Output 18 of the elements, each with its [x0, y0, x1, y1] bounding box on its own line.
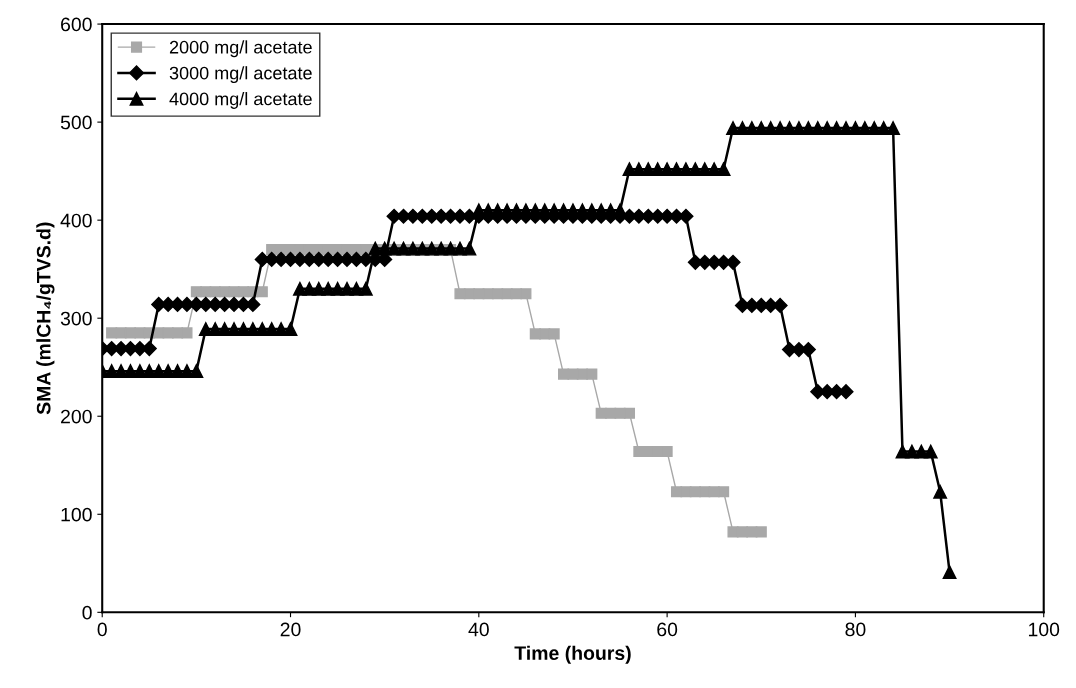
x-tick-label: 80: [845, 622, 866, 637]
y-tick-label: 400: [60, 213, 92, 228]
y-axis-title: SMA (mlCH₄/gTVS.d): [36, 222, 55, 415]
x-tick-label: 100: [1028, 622, 1060, 637]
legend-label: 4000 mg/l acetate: [169, 92, 312, 109]
x-tick-label: 0: [97, 622, 107, 637]
y-tick-label: 200: [61, 409, 92, 424]
x-tick-label: 20: [280, 622, 301, 637]
x-tick-label: 60: [657, 622, 678, 637]
y-tick-label: 500: [60, 115, 92, 130]
legend-label: 2000 mg/l acetate: [169, 40, 312, 58]
y-tick-label: 600: [61, 17, 92, 32]
x-tick-label: 40: [468, 622, 489, 637]
legend-label: 3000 mg/l acetate: [169, 66, 312, 84]
x-axis-title: Time (hours): [514, 645, 631, 664]
y-tick-label: 100: [61, 507, 92, 522]
y-tick-label: 300: [60, 311, 92, 326]
y-tick-label: 0: [82, 605, 92, 620]
